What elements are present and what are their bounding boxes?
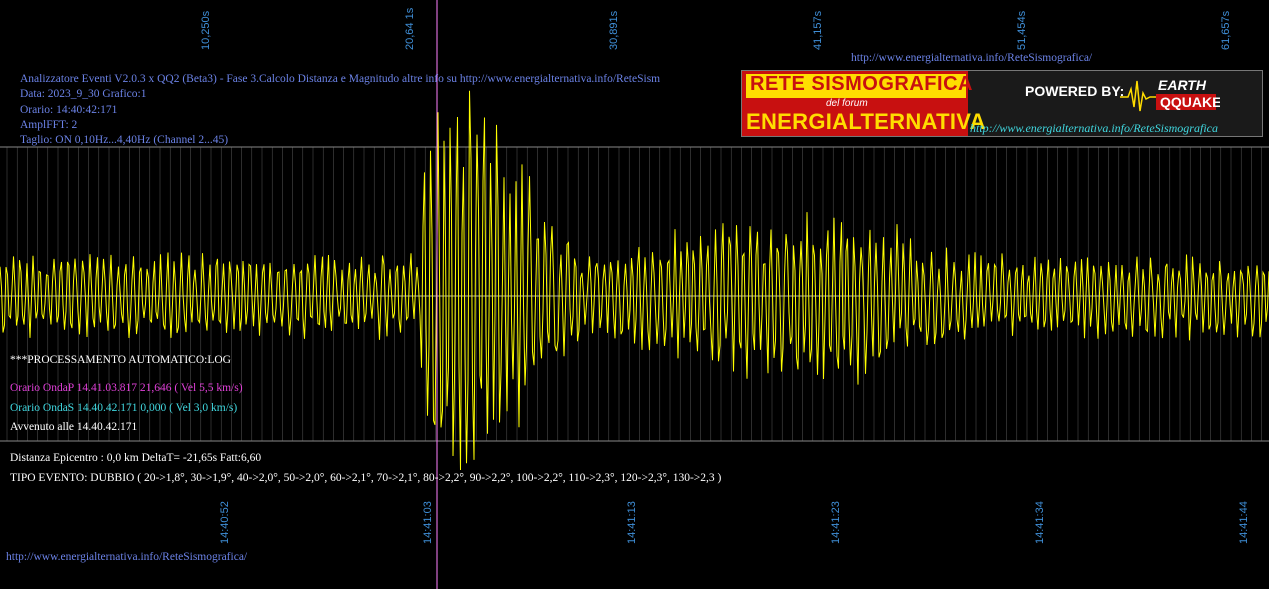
banner-forum-name: ENERGIALTERNATIVA [746,109,986,134]
banner-yellow-strip [746,74,966,98]
banner-subtitle: del forum [826,98,868,109]
top-tick-label: 51,454s [1016,10,1028,50]
top-tick-label: 61,657s [1220,10,1232,50]
amplfft-text: AmplFFT: 2 [20,119,78,131]
event-type: TIPO EVENTO: DUBBIO ( 20->1,8°, 30->1,9°… [10,472,722,484]
logo-qquake-text: QQUAKE [1160,94,1220,110]
bottom-tick-label: 14:41:13 [626,501,638,544]
earthquake-logo-icon: EARTH QQUAKE [1120,77,1220,112]
bottom-tick-label: 14:41:03 [422,501,434,544]
time-text: Orario: 14:40:42:171 [20,104,118,116]
top-url-link[interactable]: http://www.energialternativa.info/ReteSi… [851,52,1093,64]
date-text: Data: 2023_9_30 Grafico:1 [20,88,147,100]
processing-title: ***PROCESSAMENTO AUTOMATICO:LOG [10,354,231,366]
top-tick-label: 41,157s [812,10,824,50]
time-grid [6,147,1262,441]
bottom-tick-label: 14:41:34 [1034,501,1046,544]
onda-p-time: Orario OndaP 14.41.03.817 21,646 ( Vel 5… [10,382,243,394]
bottom-tick-label: 14:40:52 [219,501,231,544]
logo-earth-text: EARTH [1158,77,1207,93]
analyzer-version-text: Analizzatore Eventi V2.0.3 x QQ2 (Beta3)… [20,73,661,85]
top-tick-label: 10,250s [200,10,212,50]
onda-s-time: Orario OndaS 14.40.42.171 0,000 ( Vel 3,… [10,402,238,414]
rete-sismografica-banner[interactable]: RETE SISMOGRAFICA del forum ENERGIALTERN… [741,70,1263,137]
seismic-trace [0,90,1269,471]
bottom-tick-label: 14:41:44 [1238,501,1250,544]
banner-url[interactable]: http://www.energialternativa.info/ReteSi… [970,121,1218,135]
top-tick-label: 20,64 1s [404,7,416,50]
powered-by-text: POWERED BY: [1025,83,1125,99]
event-time: Avvenuto alle 14.40.42.171 [10,421,138,433]
filter-text: Taglio: ON 0,10Hz...4,40Hz (Channel 2...… [20,134,229,146]
top-tick-label: 30,891s [608,10,620,50]
footer-url-link[interactable]: http://www.energialternativa.info/ReteSi… [6,551,248,563]
bottom-tick-label: 14:41:23 [830,501,842,544]
epicenter-distance: Distanza Epicentro : 0,0 km DeltaT= -21,… [10,452,262,464]
banner-title: RETE SISMOGRAFICA [750,73,973,95]
